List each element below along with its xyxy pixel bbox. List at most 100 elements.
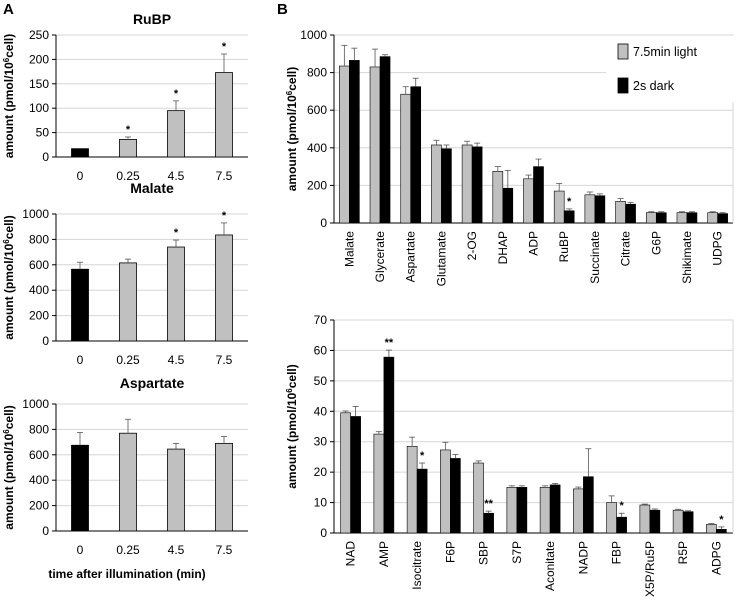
b-bottom-x-tick-label: AMP: [377, 541, 391, 567]
ruBP-x-tick-label: 4.5: [168, 169, 185, 183]
b-bottom-x-tick-label: FBP: [610, 541, 624, 564]
b-top-bar-light: [339, 65, 350, 224]
b-bottom-x-tick-label: Isocitrate: [410, 541, 424, 590]
ruBP-significance-mark: *: [126, 124, 131, 136]
b-bottom-significance-mark: **: [484, 498, 493, 510]
b-top-y-tick-label: 200: [307, 178, 327, 192]
ruBP-significance-mark: *: [222, 41, 227, 53]
b-top-bar-dark: [441, 148, 452, 224]
b-bottom-bar-dark: [416, 468, 428, 534]
ruBP-title: RuBP: [133, 11, 171, 27]
b-top-x-tick-label: RuBP: [557, 231, 571, 262]
malate-y-tick-label: 600: [29, 258, 49, 272]
aspartate-y-tick-label: 400: [29, 473, 49, 487]
ruBP-bar: [119, 139, 137, 158]
malate-y-tick-label: 0: [42, 334, 49, 348]
b-top-y-tick-label: 1000: [300, 28, 327, 42]
b-bottom-y-tick-label: 40: [314, 404, 328, 418]
b-top-bar-light: [369, 66, 381, 224]
b-top-x-tick-label: Glutamate: [434, 231, 448, 287]
b-top-y-tick-label: 800: [307, 66, 327, 80]
aspartate-title: Aspartate: [120, 375, 185, 391]
aspartate-x-tick-label: 7.5: [216, 543, 233, 557]
aspartate-y-tick-label: 200: [29, 499, 49, 513]
b-bottom-bar-dark: [649, 509, 661, 534]
aspartate-y-tick-label: 800: [29, 422, 49, 436]
b-top-x-tick-label: Malate: [342, 231, 356, 267]
b-bottom-x-tick-label: F6P: [443, 541, 457, 563]
b-bottom-y-tick-label: 0: [320, 526, 327, 540]
ruBP-x-tick-label: 0: [77, 169, 84, 183]
ruBP-y-tick-label: 100: [29, 101, 49, 115]
malate-y-tick-label: 800: [29, 232, 49, 246]
b-top-x-tick-label: Glycerate: [373, 231, 387, 283]
b-bottom-bar-light: [606, 502, 617, 534]
b-bottom-x-tick-label: NAD: [344, 541, 358, 567]
b-bottom-bar-light: [573, 488, 584, 534]
b-bottom-bar-light: [639, 504, 651, 534]
b-bottom-bar-dark: [583, 476, 594, 534]
b-bottom-x-tick-label: Aconitate: [543, 541, 557, 591]
b-top-bar-dark: [502, 187, 514, 224]
malate-significance-mark: *: [174, 227, 179, 239]
malate-y-tick-label: 200: [29, 309, 49, 323]
b-bottom-bar-dark: [450, 458, 461, 534]
b-top-x-tick-label: Shikimate: [680, 231, 694, 284]
b-top-bar-light: [584, 194, 596, 224]
b-top-bar-dark: [717, 213, 728, 224]
malate-significance-mark: *: [222, 210, 227, 222]
b-bottom-y-tick-label: 10: [314, 496, 328, 510]
b-top-x-tick-label: Citrate: [619, 231, 633, 267]
b-top-y-tick-label: 400: [307, 141, 327, 155]
b-bottom-x-tick-label: S7P: [510, 541, 524, 564]
b-top-bar-dark: [563, 210, 575, 224]
b-bottom-bar-dark: [483, 512, 494, 534]
b-bottom-bar-light: [539, 487, 551, 534]
b-bottom-x-tick-label: ADPG: [709, 541, 723, 575]
ruBP-x-tick-label: 0.25: [116, 169, 140, 183]
b-top-x-tick-label: Succinate: [588, 231, 602, 284]
ruBP-bar: [71, 148, 89, 158]
ruBP-y-tick-label: 250: [29, 28, 49, 42]
ruBP-y-tick-label: 0: [42, 150, 49, 164]
aspartate-y-tick-label: 600: [29, 448, 49, 462]
b-top-y-tick-label: 0: [320, 216, 327, 230]
b-top-legend-swatch: [617, 77, 629, 94]
b-bottom-significance-mark: *: [420, 450, 425, 462]
aspartate-x-tick-label: 0.25: [116, 543, 140, 557]
malate-x-tick-label: 0.25: [116, 353, 140, 367]
b-bottom-y-tick-label: 20: [314, 465, 328, 479]
b-bottom-bar-dark: [549, 484, 561, 534]
b-top-x-tick-label: UDPG: [711, 231, 725, 266]
b-top-legend-label: 7.5min light: [633, 45, 697, 59]
malate-y-tick-label: 400: [29, 283, 49, 297]
panel-letter-a: A: [3, 1, 14, 18]
malate-bar: [167, 246, 185, 342]
ruBP-y-axis-label: amount (pmol/106cell): [2, 34, 16, 158]
b-top-y-axis-label: amount (pmol/106cell): [285, 67, 299, 191]
b-bottom-bar-dark: [716, 529, 727, 534]
b-bottom-bar-light: [506, 487, 518, 534]
malate-y-axis-label: amount (pmol/106cell): [2, 215, 16, 339]
aspartate-y-axis-label: amount (pmol/106cell): [2, 405, 16, 529]
b-top-bar-light: [492, 171, 504, 224]
aspartate-x-axis-label: time after illumination (min): [48, 567, 205, 581]
b-bottom-y-axis-label: amount (pmol/106cell): [285, 364, 299, 488]
b-top-bar-dark: [471, 146, 483, 224]
malate-y-tick-label: 1000: [22, 207, 49, 221]
b-top-bar-light: [553, 190, 565, 224]
aspartate-x-tick-label: 4.5: [168, 543, 185, 557]
b-bottom-y-tick-label: 60: [314, 343, 328, 357]
aspartate-y-tick-label: 1000: [22, 397, 49, 411]
b-bottom-bar-dark: [383, 356, 395, 534]
b-top-x-tick-label: Aspartate: [404, 231, 418, 283]
b-bottom-significance-mark: **: [385, 337, 394, 349]
ruBP-y-tick-label: 200: [29, 52, 49, 66]
b-top-bar-dark: [594, 195, 606, 224]
b-top-bar-dark: [379, 56, 391, 224]
b-top-x-tick-label: DHAP: [496, 231, 510, 264]
b-top-bar-dark: [686, 212, 698, 224]
ruBP-y-tick-label: 50: [36, 126, 50, 140]
